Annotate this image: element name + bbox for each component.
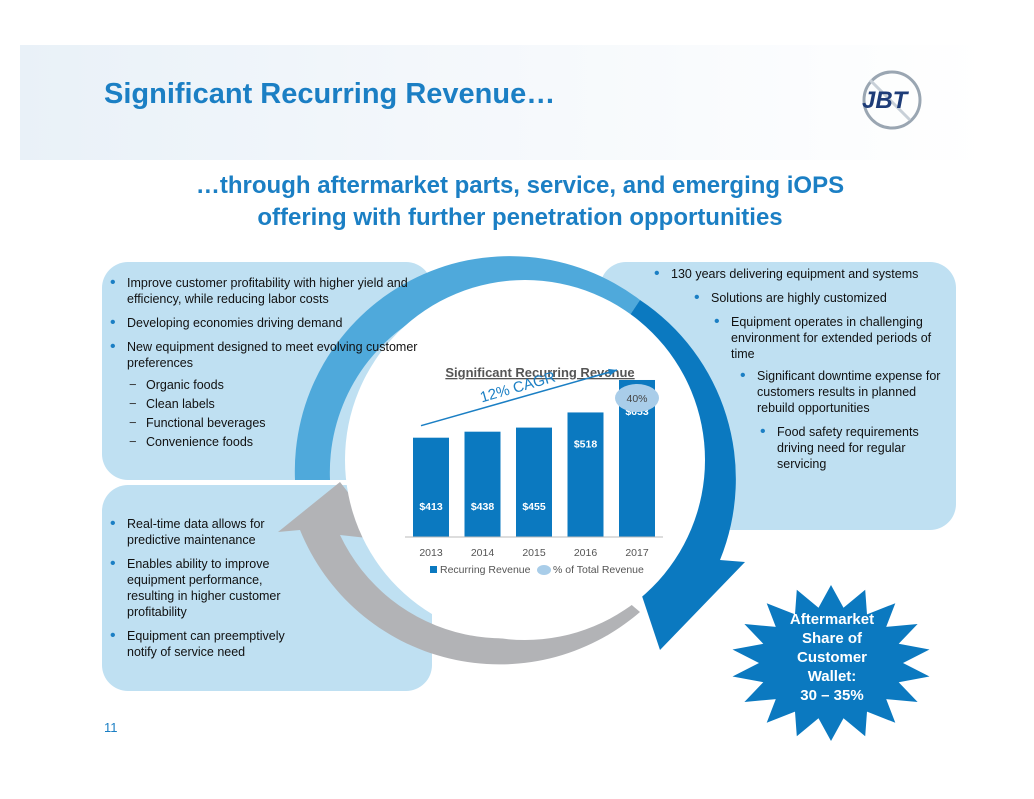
- right-bullet-2: Solutions are highly customized: [692, 290, 947, 314]
- right-bullet-5: Food safety requirements driving need fo…: [758, 424, 943, 480]
- bar-data-label: $438: [471, 501, 495, 513]
- header-band: [20, 45, 988, 160]
- starburst-line: Aftermarket: [789, 611, 875, 628]
- list-item: Equipment can preemptively notify of ser…: [108, 628, 308, 660]
- x-tick-label: 2016: [574, 547, 598, 559]
- legend-swatch-revenue: [430, 566, 437, 573]
- list-item-text: New equipment designed to meet evolving …: [127, 340, 418, 370]
- wallet-share-starburst: [732, 585, 930, 741]
- list-item: New equipment designed to meet evolving …: [108, 339, 428, 450]
- logo-text: JBT: [862, 87, 910, 114]
- chart-bar: [413, 437, 449, 537]
- left-bottom-list: Real-time data allows for predictive mai…: [108, 516, 308, 668]
- bar-data-label: $455: [522, 501, 546, 513]
- page-title: Significant Recurring Revenue…: [104, 78, 556, 110]
- starburst-line: Customer: [796, 649, 867, 666]
- chart-bar: [516, 427, 552, 537]
- chart-bar: [464, 431, 501, 537]
- list-item: Real-time data allows for predictive mai…: [108, 516, 308, 548]
- right-bullet-3: Equipment operates in challenging enviro…: [712, 314, 947, 370]
- list-item: Developing economies driving demand: [108, 315, 428, 331]
- x-tick-label: 2015: [522, 547, 546, 559]
- subtitle: …through aftermarket parts, service, and…: [120, 170, 920, 234]
- ring-arc-light: [294, 256, 640, 480]
- list-item: Improve customer profitability with high…: [108, 275, 428, 307]
- cagr-arrow-head: [608, 368, 617, 376]
- x-tick-label: 2017: [625, 547, 649, 559]
- sub-item: Functional beverages: [127, 415, 428, 431]
- list-item: Solutions are highly customized: [692, 290, 947, 306]
- sub-item: Convenience foods: [127, 434, 428, 450]
- legend-label-revenue: Recurring Revenue: [440, 564, 531, 576]
- x-tick-label: 2014: [471, 547, 495, 559]
- pct-label: 40%: [626, 393, 647, 405]
- sub-item: Clean labels: [127, 396, 428, 412]
- sub-item: Organic foods: [127, 377, 428, 393]
- jbt-logo: JBT: [862, 70, 922, 130]
- left-top-list: Improve customer profitability with high…: [108, 275, 428, 458]
- bar-data-label: $518: [574, 438, 598, 450]
- subtitle-line-2: offering with further penetration opport…: [257, 204, 783, 231]
- list-item: Food safety requirements driving need fo…: [758, 424, 943, 472]
- cagr-arrow-line: [420, 369, 618, 427]
- starburst-shape: [732, 585, 930, 741]
- right-bullet-4: Significant downtime expense for custome…: [738, 368, 943, 424]
- legend-swatch-pct: [537, 565, 551, 575]
- legend-label-pct: % of Total Revenue: [553, 564, 644, 576]
- starburst-text: Aftermarket Share of Customer Wallet: 30…: [762, 610, 902, 705]
- starburst-line: Wallet:: [807, 668, 857, 685]
- right-bullet-1: 130 years delivering equipment and syste…: [652, 266, 947, 290]
- subtitle-line-1: …through aftermarket parts, service, and…: [195, 172, 845, 199]
- chart-bar: [567, 412, 604, 537]
- pct-bubble: [615, 384, 659, 412]
- chart-title: Significant Recurring Revenue: [445, 365, 634, 380]
- x-tick-label: 2013: [419, 547, 443, 559]
- starburst-line: 30 – 35%: [800, 687, 864, 704]
- page-number: 11: [104, 720, 118, 735]
- starburst-line: Share of: [801, 630, 862, 647]
- bar-data-label: $413: [419, 501, 443, 513]
- list-item: Enables ability to improve equipment per…: [108, 556, 308, 620]
- list-item: Significant downtime expense for custome…: [738, 368, 943, 416]
- list-item: Equipment operates in challenging enviro…: [712, 314, 947, 362]
- sub-list: Organic foods Clean labels Functional be…: [127, 377, 428, 450]
- list-item: 130 years delivering equipment and syste…: [652, 266, 947, 282]
